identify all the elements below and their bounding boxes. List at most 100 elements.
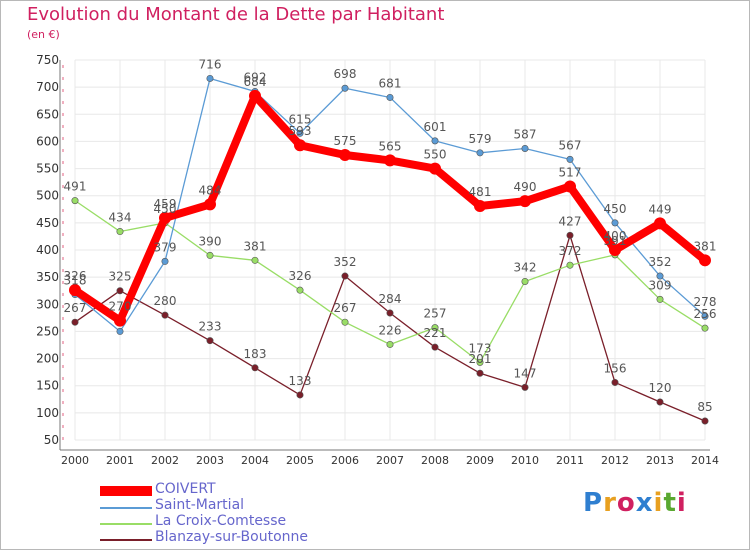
data-point-3 bbox=[701, 417, 709, 425]
data-point-1 bbox=[296, 129, 304, 137]
data-label-1: 681 bbox=[379, 76, 402, 90]
data-point-3 bbox=[656, 398, 664, 406]
data-point-1 bbox=[386, 93, 394, 101]
data-label-1: 450 bbox=[604, 202, 627, 216]
data-label-1: 692 bbox=[244, 70, 267, 84]
x-tick-label: 2010 bbox=[511, 454, 539, 467]
data-label-2: 309 bbox=[649, 278, 672, 292]
data-point-2 bbox=[206, 251, 214, 259]
legend-label-la-croix-comtesse: La Croix-Comtesse bbox=[155, 513, 287, 529]
data-point-0 bbox=[69, 284, 81, 297]
x-tick-label: 2009 bbox=[466, 454, 494, 467]
data-label-3: 201 bbox=[469, 352, 492, 366]
data-label-2: 326 bbox=[289, 269, 312, 283]
data-label-0: 490 bbox=[514, 180, 537, 194]
data-point-2 bbox=[296, 286, 304, 294]
data-label-2: 342 bbox=[514, 260, 537, 274]
data-label-1: 567 bbox=[559, 138, 582, 152]
data-label-3: 133 bbox=[289, 374, 312, 388]
unit-label: (en €) bbox=[27, 28, 60, 41]
legend-label-coivert: COIVERT bbox=[155, 481, 216, 497]
data-point-0 bbox=[519, 195, 531, 208]
legend-swatch-saint-martial bbox=[100, 507, 152, 509]
data-label-3: 156 bbox=[604, 361, 627, 375]
data-label-0: 565 bbox=[379, 139, 402, 153]
data-label-3: 85 bbox=[697, 400, 712, 414]
data-label-2: 173 bbox=[469, 341, 492, 355]
data-label-0: 593 bbox=[289, 124, 312, 138]
data-label-3: 267 bbox=[64, 301, 87, 315]
legend-swatch-coivert bbox=[100, 486, 152, 496]
data-label-3: 284 bbox=[379, 292, 402, 306]
data-point-2 bbox=[476, 358, 484, 366]
data-label-0: 575 bbox=[334, 134, 357, 148]
legend-label-saint-martial: Saint-Martial bbox=[155, 497, 245, 513]
data-point-3 bbox=[611, 378, 619, 386]
y-tick-label: 150 bbox=[36, 379, 59, 393]
x-tick-label: 2013 bbox=[646, 454, 674, 467]
data-point-1 bbox=[611, 219, 619, 227]
data-label-3: 352 bbox=[334, 255, 357, 269]
data-point-1 bbox=[341, 84, 349, 92]
x-tick-label: 2004 bbox=[241, 454, 269, 467]
y-tick-label: 700 bbox=[36, 80, 59, 94]
data-point-1 bbox=[476, 149, 484, 157]
data-label-1: 379 bbox=[154, 240, 177, 254]
data-point-1 bbox=[206, 74, 214, 82]
data-label-3: 325 bbox=[109, 270, 132, 284]
x-tick-label: 2000 bbox=[61, 454, 89, 467]
data-label-0: 517 bbox=[559, 165, 582, 179]
data-point-2 bbox=[251, 256, 259, 264]
x-tick-label: 2001 bbox=[106, 454, 134, 467]
data-label-1: 615 bbox=[289, 112, 312, 126]
data-point-2 bbox=[521, 277, 529, 285]
data-label-0: 381 bbox=[694, 239, 717, 253]
data-point-2 bbox=[656, 295, 664, 303]
data-point-3 bbox=[386, 309, 394, 317]
data-point-0 bbox=[564, 180, 576, 193]
data-label-0: 400 bbox=[604, 229, 627, 243]
data-label-1: 716 bbox=[199, 57, 222, 71]
data-point-0 bbox=[159, 211, 171, 224]
data-label-0: 326 bbox=[64, 269, 87, 283]
data-point-2 bbox=[71, 197, 79, 205]
data-label-0: 459 bbox=[154, 197, 177, 211]
data-label-3: 120 bbox=[649, 381, 672, 395]
x-tick-label: 2005 bbox=[286, 454, 314, 467]
data-point-3 bbox=[296, 391, 304, 399]
data-point-2 bbox=[701, 324, 709, 332]
data-point-0 bbox=[114, 314, 126, 327]
y-tick-label: 250 bbox=[36, 324, 59, 338]
y-tick-label: 200 bbox=[36, 352, 59, 366]
data-point-2 bbox=[116, 228, 124, 236]
data-label-3: 183 bbox=[244, 347, 267, 361]
data-label-3: 147 bbox=[514, 366, 537, 380]
data-point-2 bbox=[386, 340, 394, 348]
data-label-1: 587 bbox=[514, 127, 537, 141]
data-label-3: 280 bbox=[154, 294, 177, 308]
data-point-2 bbox=[341, 318, 349, 326]
data-label-2: 381 bbox=[244, 239, 267, 253]
y-tick-label: 100 bbox=[36, 406, 59, 420]
data-point-3 bbox=[161, 311, 169, 319]
data-point-0 bbox=[699, 254, 711, 267]
data-point-3 bbox=[251, 364, 259, 372]
data-label-2: 267 bbox=[334, 301, 357, 315]
x-tick-label: 2011 bbox=[556, 454, 584, 467]
x-tick-label: 2006 bbox=[331, 454, 359, 467]
data-point-0 bbox=[429, 162, 441, 175]
data-label-2: 257 bbox=[424, 307, 447, 321]
x-tick-label: 2007 bbox=[376, 454, 404, 467]
data-point-3 bbox=[341, 272, 349, 280]
x-tick-label: 2008 bbox=[421, 454, 449, 467]
data-point-3 bbox=[431, 343, 439, 351]
data-point-1 bbox=[116, 327, 124, 335]
legend-swatch-la-croix-comtesse bbox=[100, 523, 152, 525]
x-tick-label: 2012 bbox=[601, 454, 629, 467]
y-tick-label: 400 bbox=[36, 243, 59, 257]
data-label-0: 481 bbox=[469, 185, 492, 199]
data-label-0: 484 bbox=[199, 183, 222, 197]
data-point-0 bbox=[654, 217, 666, 230]
